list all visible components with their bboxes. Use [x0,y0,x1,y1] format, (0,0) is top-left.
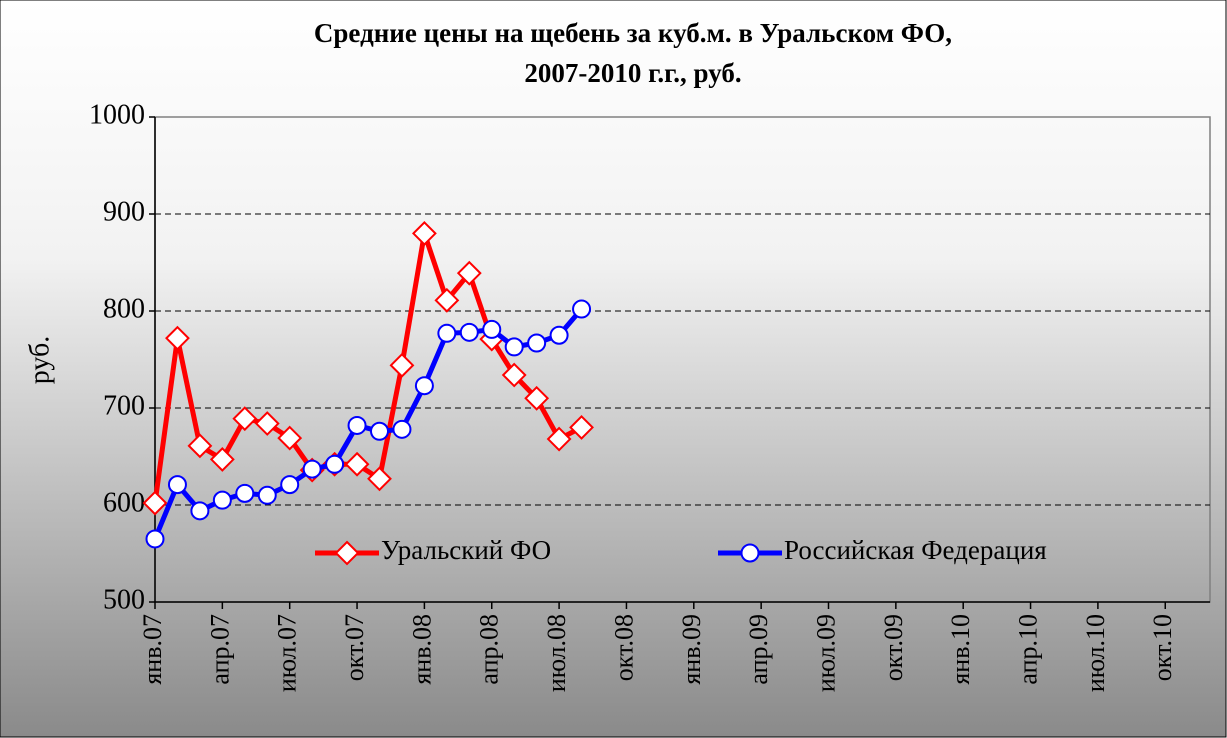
data-point [527,333,547,353]
x-tick-label: апр.07 [205,614,234,685]
x-tick-label: апр.09 [744,614,773,685]
data-point [482,319,502,339]
x-tick-label: июл.07 [273,614,302,692]
data-point [325,454,345,474]
data-point [347,415,367,435]
data-point [302,459,322,479]
x-tick-label: окт.08 [609,614,638,681]
legend-label: Уральский ФО [381,535,551,565]
data-point [389,352,415,378]
x-tick-label: янв.10 [946,614,975,685]
data-point [277,425,303,451]
data-point [414,376,434,396]
data-point [187,433,213,459]
data-point [524,385,550,411]
data-point [212,490,232,510]
data-point [437,323,457,343]
x-tick-label: апр.08 [475,614,504,685]
data-point [392,419,412,439]
x-tick-label: янв.08 [407,614,436,685]
y-tick-label: 600 [103,487,145,518]
y-tick-label: 700 [103,390,145,421]
data-point [434,287,460,313]
data-point [370,421,389,441]
x-tick-label: окт.09 [879,614,908,681]
data-point [572,299,592,319]
data-point [209,446,235,472]
legend-marker [334,540,360,566]
legend-label: Российская Федерация [784,535,1047,565]
chart-title: 2007-2010 г.г., руб. [524,58,741,88]
data-point [165,325,190,351]
data-point [546,426,572,452]
x-tick-label: июл.10 [1081,614,1110,692]
y-axis-label: руб. [24,336,55,385]
data-point [235,483,255,503]
x-tick-label: янв.09 [677,614,706,685]
x-tick-label: июл.08 [542,614,571,692]
data-point [549,325,569,345]
data-point [411,220,437,246]
data-point [142,490,168,516]
data-point [190,501,210,521]
x-tick-label: янв.07 [138,614,167,685]
legend-marker [740,543,760,563]
y-tick-label: 800 [103,293,145,324]
y-tick-label: 900 [103,196,145,227]
x-tick-label: окт.10 [1148,614,1177,681]
data-point [456,260,482,286]
data-point [501,362,527,388]
data-point [167,475,187,495]
chart-title: Средние цены на щебень за куб.м. в Ураль… [314,18,952,48]
data-point [280,475,300,495]
data-point [232,406,258,432]
data-point [569,414,594,440]
y-tick-label: 500 [103,584,145,615]
data-point [254,411,280,436]
data-point [257,485,277,505]
x-tick-label: апр.10 [1014,614,1043,685]
x-tick-label: июл.09 [811,614,840,692]
data-point [504,337,524,357]
data-point [459,322,479,342]
x-tick-label: окт.07 [340,614,369,681]
data-point [367,466,392,492]
data-point [145,529,165,549]
y-tick-label: 1000 [89,99,145,130]
data-point [344,451,370,477]
